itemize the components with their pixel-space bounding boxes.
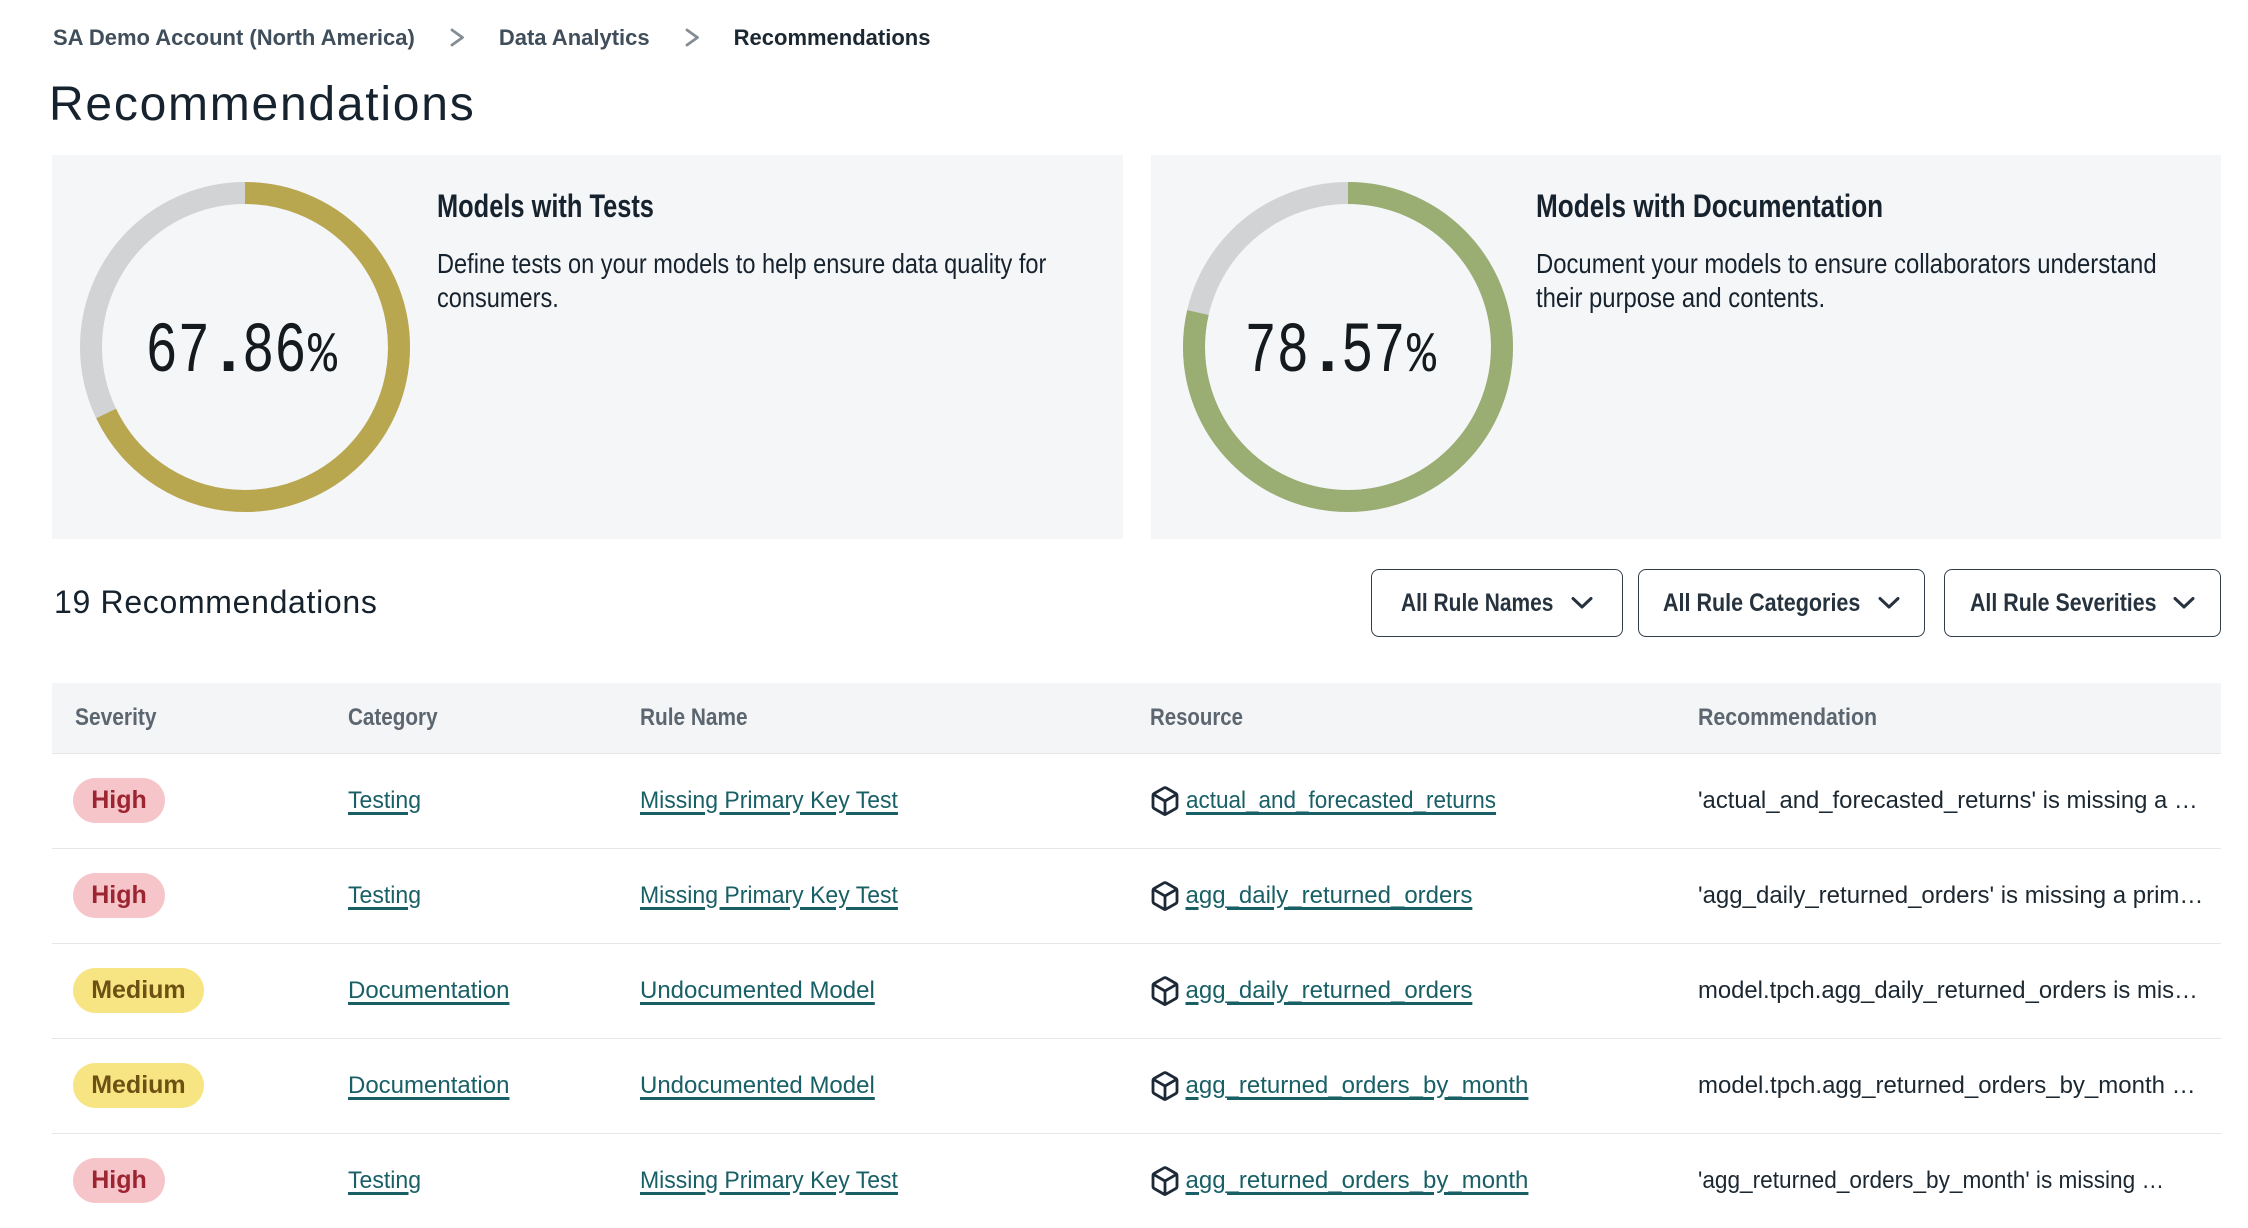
- svg-text:78: 78: [1245, 313, 1309, 393]
- svg-text:67: 67: [146, 313, 210, 393]
- svg-text:%: %: [308, 324, 337, 389]
- svg-text:57: 57: [1341, 313, 1405, 393]
- svg-text:%: %: [1407, 324, 1436, 389]
- svg-text:86: 86: [242, 313, 306, 393]
